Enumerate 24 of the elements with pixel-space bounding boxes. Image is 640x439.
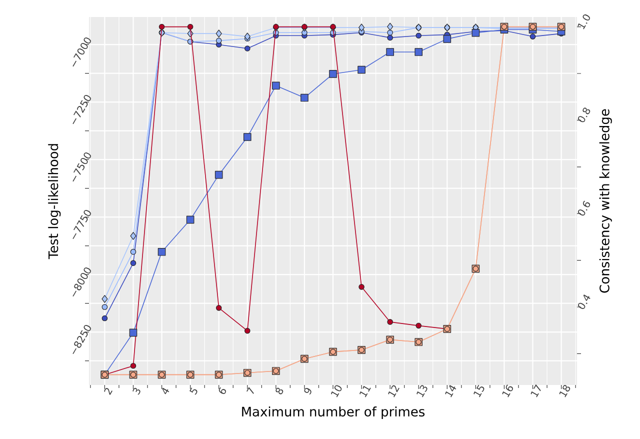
x-tick-label: 2 xyxy=(104,388,112,395)
x-tick-label: 10 xyxy=(330,385,342,398)
x-tick-label: 17 xyxy=(530,384,541,398)
x-tick-label: 6 xyxy=(218,387,226,394)
x-tick-label: 8 xyxy=(276,388,284,394)
y2-tick-label: 0.8 xyxy=(578,108,590,122)
x-axis-title: Maximum number of primes xyxy=(242,406,425,420)
y2-tick-label: 1.0 xyxy=(578,14,590,30)
x-tick-label: 4 xyxy=(162,388,170,394)
x-tick-label: 5 xyxy=(190,388,198,395)
x-tick-label: 14 xyxy=(445,385,456,398)
y-axis-title: Test log-likelihood xyxy=(48,144,61,260)
x-tick-label: 16 xyxy=(502,384,513,398)
x-tick-label: 12 xyxy=(388,385,400,398)
x-tick-label: 9 xyxy=(304,388,312,395)
x-tick-label: 3 xyxy=(132,388,140,395)
x-tick-label: 15 xyxy=(474,384,484,398)
y2-axis-title: Consistency with knowledge xyxy=(599,109,612,293)
x-tick-label: 11 xyxy=(360,386,371,398)
y2-tick-label: 0.6 xyxy=(578,200,590,216)
x-tick-label: 13 xyxy=(416,385,428,398)
x-tick-label: 7 xyxy=(246,387,254,394)
y2-tick-label: 0.4 xyxy=(578,294,590,309)
x-tick-label: 18 xyxy=(559,385,570,398)
